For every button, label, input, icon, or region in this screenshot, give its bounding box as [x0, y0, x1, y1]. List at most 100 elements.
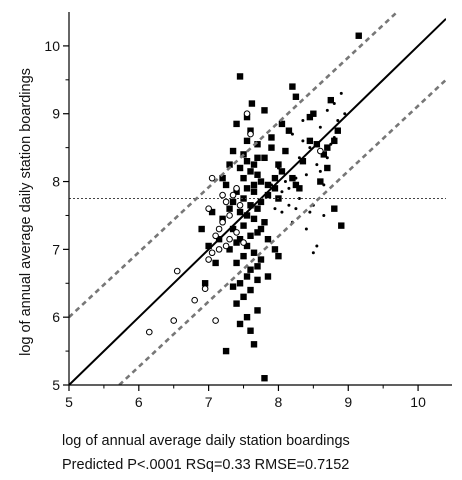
data-point-square	[320, 151, 328, 158]
data-point-square	[247, 127, 254, 134]
data-point-dot	[308, 146, 312, 150]
data-point-circle	[191, 296, 198, 304]
data-point-square	[334, 127, 341, 134]
data-point-dot	[325, 108, 329, 112]
data-point-square	[236, 235, 244, 243]
data-point-square	[254, 263, 261, 270]
data-point-square	[327, 96, 335, 104]
data-point-square	[296, 185, 303, 192]
data-point-square	[275, 252, 282, 260]
data-point-square	[331, 137, 338, 145]
confidence-curve-upper	[69, 12, 399, 319]
data-point-square	[226, 161, 233, 168]
data-point-square	[222, 347, 230, 355]
data-point-square	[254, 154, 261, 162]
data-point-circle	[233, 229, 240, 236]
data-point-dot	[311, 251, 315, 255]
data-point-square	[338, 222, 345, 229]
data-point-square	[243, 313, 251, 321]
data-point-square	[226, 246, 233, 253]
data-point-square	[229, 283, 237, 290]
data-point-circle	[215, 246, 223, 253]
data-point-square	[222, 181, 230, 189]
data-point-square	[285, 127, 293, 134]
data-point-square	[254, 171, 261, 178]
data-point-square	[271, 185, 279, 192]
data-point-dot	[322, 183, 326, 187]
data-point-square	[254, 141, 261, 148]
data-point-circle	[212, 317, 219, 324]
data-point-square	[261, 375, 268, 382]
data-point-dot	[315, 244, 319, 248]
data-point-square	[247, 286, 254, 294]
data-point-circle	[215, 225, 223, 233]
data-point-square	[205, 242, 212, 250]
y-tick-label: 10	[44, 38, 60, 54]
data-point-dot	[304, 227, 308, 231]
data-point-circle	[226, 212, 233, 219]
data-point-circle	[226, 235, 233, 243]
data-point-square	[236, 73, 244, 80]
data-point-square	[233, 188, 240, 195]
data-point-square	[243, 242, 251, 250]
data-point-square	[233, 120, 240, 128]
y-axis-title: log of annual average daily station boar…	[18, 68, 34, 356]
data-point-square	[233, 300, 240, 307]
data-point-square	[219, 174, 226, 182]
data-point-dot	[332, 102, 336, 106]
data-point-circle	[243, 110, 251, 118]
data-point-dot	[301, 139, 305, 143]
data-point-circle	[222, 198, 230, 206]
data-point-square	[278, 168, 286, 175]
data-point-square	[310, 110, 317, 117]
data-point-square	[264, 273, 272, 280]
data-point-dot	[280, 190, 284, 194]
x-axis-title: log of annual average daily station boar…	[62, 433, 350, 449]
data-point-circle	[219, 191, 226, 199]
data-point-square	[254, 205, 261, 212]
data-point-square	[278, 120, 286, 128]
data-point-square	[236, 164, 244, 172]
data-point-circle	[201, 285, 209, 292]
data-point-square	[250, 181, 258, 189]
data-point-square	[257, 256, 265, 263]
x-tick-label: 8	[275, 394, 283, 410]
data-point-circle	[240, 239, 247, 246]
x-tick-label: 6	[135, 394, 143, 410]
data-point-square	[247, 232, 254, 239]
data-point-dot	[318, 125, 322, 129]
data-point-square	[243, 158, 251, 165]
data-point-square	[254, 229, 261, 236]
identity-line	[69, 18, 446, 385]
data-point-square	[254, 276, 261, 284]
data-point-dot	[336, 119, 340, 123]
data-point-square	[236, 208, 244, 216]
data-point-square	[271, 246, 279, 253]
data-point-square	[264, 191, 272, 199]
y-tick-label: 8	[52, 174, 60, 190]
data-point-square	[226, 205, 233, 212]
data-point-square	[275, 161, 282, 168]
data-point-square	[247, 168, 254, 175]
data-point-square	[201, 280, 209, 287]
data-point-square	[250, 161, 258, 168]
data-point-circle	[173, 267, 181, 275]
data-point-dot	[269, 183, 273, 187]
data-point-circle	[236, 201, 244, 209]
data-point-circle	[205, 256, 212, 263]
data-point-square	[243, 113, 251, 121]
data-point-square	[236, 320, 244, 328]
data-point-dot	[297, 197, 301, 200]
y-tick-label: 9	[52, 106, 60, 122]
data-point-circle	[222, 242, 230, 250]
data-point-circle	[219, 218, 226, 226]
data-point-square	[198, 225, 205, 233]
data-point-square	[240, 195, 247, 202]
data-point-circle	[208, 174, 216, 182]
data-point-square	[324, 164, 331, 172]
data-point-square	[317, 178, 324, 185]
data-point-square	[324, 144, 331, 151]
data-point-square	[264, 181, 272, 189]
data-point-circle	[170, 317, 178, 324]
data-point-dot	[339, 91, 343, 95]
